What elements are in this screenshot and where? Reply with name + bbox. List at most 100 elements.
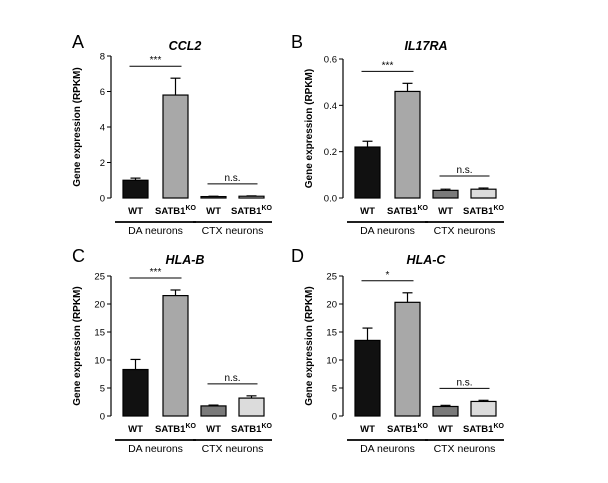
- category-name: WT: [360, 206, 375, 217]
- category-superscript: KO: [493, 205, 504, 212]
- bar: [470, 188, 497, 199]
- group-label: DA neurons: [128, 443, 183, 455]
- category-name: SATB1: [463, 206, 494, 217]
- chart-panel-b: B IL17RA Gene expression (RPKM) 0.0 0.2 0.4 0.…: [291, 32, 505, 237]
- category-label: SATB1KO: [387, 205, 429, 217]
- y-tick-label: 20: [326, 300, 337, 311]
- bar: [354, 146, 381, 199]
- category-name: WT: [128, 206, 143, 217]
- category-name: SATB1: [231, 206, 262, 217]
- category-label: WT: [206, 424, 221, 435]
- category-label: WT: [438, 424, 453, 435]
- y-axis-label: Gene expression (RPKM): [304, 69, 315, 188]
- panel-letter: A: [72, 32, 84, 52]
- y-tick-label: 5: [332, 384, 337, 395]
- y-tick-label: 5: [100, 384, 105, 395]
- y-tick-label: 0.6: [324, 55, 337, 66]
- category-superscript: KO: [261, 205, 272, 212]
- chart-panel-d: D HLA-C Gene expression (RPKM) 0 5 10 15 20 25 WT…: [291, 246, 505, 455]
- category-name: SATB1: [387, 424, 418, 435]
- category-name: SATB1: [387, 206, 418, 217]
- group-label: CTX neurons: [202, 225, 264, 237]
- category-superscript: KO: [417, 205, 428, 212]
- y-tick-label: 10: [326, 356, 337, 367]
- category-name: WT: [360, 424, 375, 435]
- category-name: WT: [206, 206, 221, 217]
- category-label: WT: [128, 424, 143, 435]
- chart-title: HLA-B: [166, 253, 205, 267]
- y-tick-label: 8: [100, 52, 105, 63]
- significance-label: n.s.: [224, 173, 240, 184]
- significance-label: ***: [382, 60, 394, 71]
- panel-letter: C: [72, 246, 85, 266]
- category-name: WT: [128, 424, 143, 435]
- bar: [238, 195, 265, 199]
- y-tick-label: 4: [100, 123, 105, 134]
- y-axis-label: Gene expression (RPKM): [72, 67, 83, 186]
- y-tick-label: 0.0: [324, 194, 337, 205]
- significance-label: ***: [150, 267, 162, 278]
- panel-letter: D: [291, 246, 304, 266]
- bar: [238, 397, 265, 417]
- y-tick-label: 20: [94, 300, 105, 311]
- panel-letter: B: [291, 32, 303, 52]
- significance-label: n.s.: [224, 373, 240, 384]
- category-name: WT: [438, 424, 453, 435]
- category-label: SATB1KO: [231, 423, 273, 435]
- category-name: WT: [206, 424, 221, 435]
- chart-title: CCL2: [169, 39, 202, 53]
- chart-title: IL17RA: [404, 39, 447, 53]
- significance-label: *: [386, 270, 390, 281]
- y-tick-label: 0.4: [324, 101, 337, 112]
- bar: [470, 400, 497, 417]
- category-superscript: KO: [417, 423, 428, 430]
- bar: [432, 189, 459, 199]
- y-axis-label: Gene expression (RPKM): [72, 286, 83, 405]
- significance-label: ***: [150, 55, 162, 66]
- category-label: SATB1KO: [155, 423, 197, 435]
- chart-panel-c: C HLA-B Gene expression (RPKM) 0 5 10 15 20 25 WT…: [72, 246, 273, 455]
- bar: [162, 94, 189, 199]
- category-superscript: KO: [185, 423, 196, 430]
- category-label: SATB1KO: [463, 205, 505, 217]
- y-tick-label: 25: [94, 272, 105, 283]
- bar: [394, 90, 421, 199]
- category-name: SATB1: [155, 206, 186, 217]
- group-label: CTX neurons: [202, 443, 264, 455]
- group-label: CTX neurons: [434, 225, 496, 237]
- category-label: SATB1KO: [231, 205, 273, 217]
- category-label: WT: [206, 206, 221, 217]
- category-superscript: KO: [493, 423, 504, 430]
- chart-title: HLA-C: [407, 253, 447, 267]
- group-label: CTX neurons: [434, 443, 496, 455]
- y-tick-label: 2: [100, 158, 105, 169]
- category-name: WT: [438, 206, 453, 217]
- group-label: DA neurons: [360, 443, 415, 455]
- significance-label: n.s.: [456, 377, 472, 388]
- category-name: SATB1: [463, 424, 494, 435]
- y-tick-label: 0: [100, 194, 105, 205]
- y-tick-label: 25: [326, 272, 337, 283]
- category-label: WT: [360, 206, 375, 217]
- y-tick-label: 6: [100, 87, 105, 98]
- y-tick-label: 15: [94, 328, 105, 339]
- category-label: SATB1KO: [387, 423, 429, 435]
- bar: [432, 405, 459, 417]
- category-label: WT: [360, 424, 375, 435]
- category-label: WT: [438, 206, 453, 217]
- group-label: DA neurons: [128, 225, 183, 237]
- category-name: SATB1: [231, 424, 262, 435]
- bar: [122, 179, 149, 199]
- bar: [162, 295, 189, 417]
- bar: [354, 339, 381, 417]
- category-superscript: KO: [261, 423, 272, 430]
- y-tick-label: 0: [332, 412, 337, 423]
- category-label: SATB1KO: [155, 205, 197, 217]
- y-axis-label: Gene expression (RPKM): [304, 286, 315, 405]
- group-label: DA neurons: [360, 225, 415, 237]
- category-name: SATB1: [155, 424, 186, 435]
- category-label: WT: [128, 206, 143, 217]
- y-tick-label: 10: [94, 356, 105, 367]
